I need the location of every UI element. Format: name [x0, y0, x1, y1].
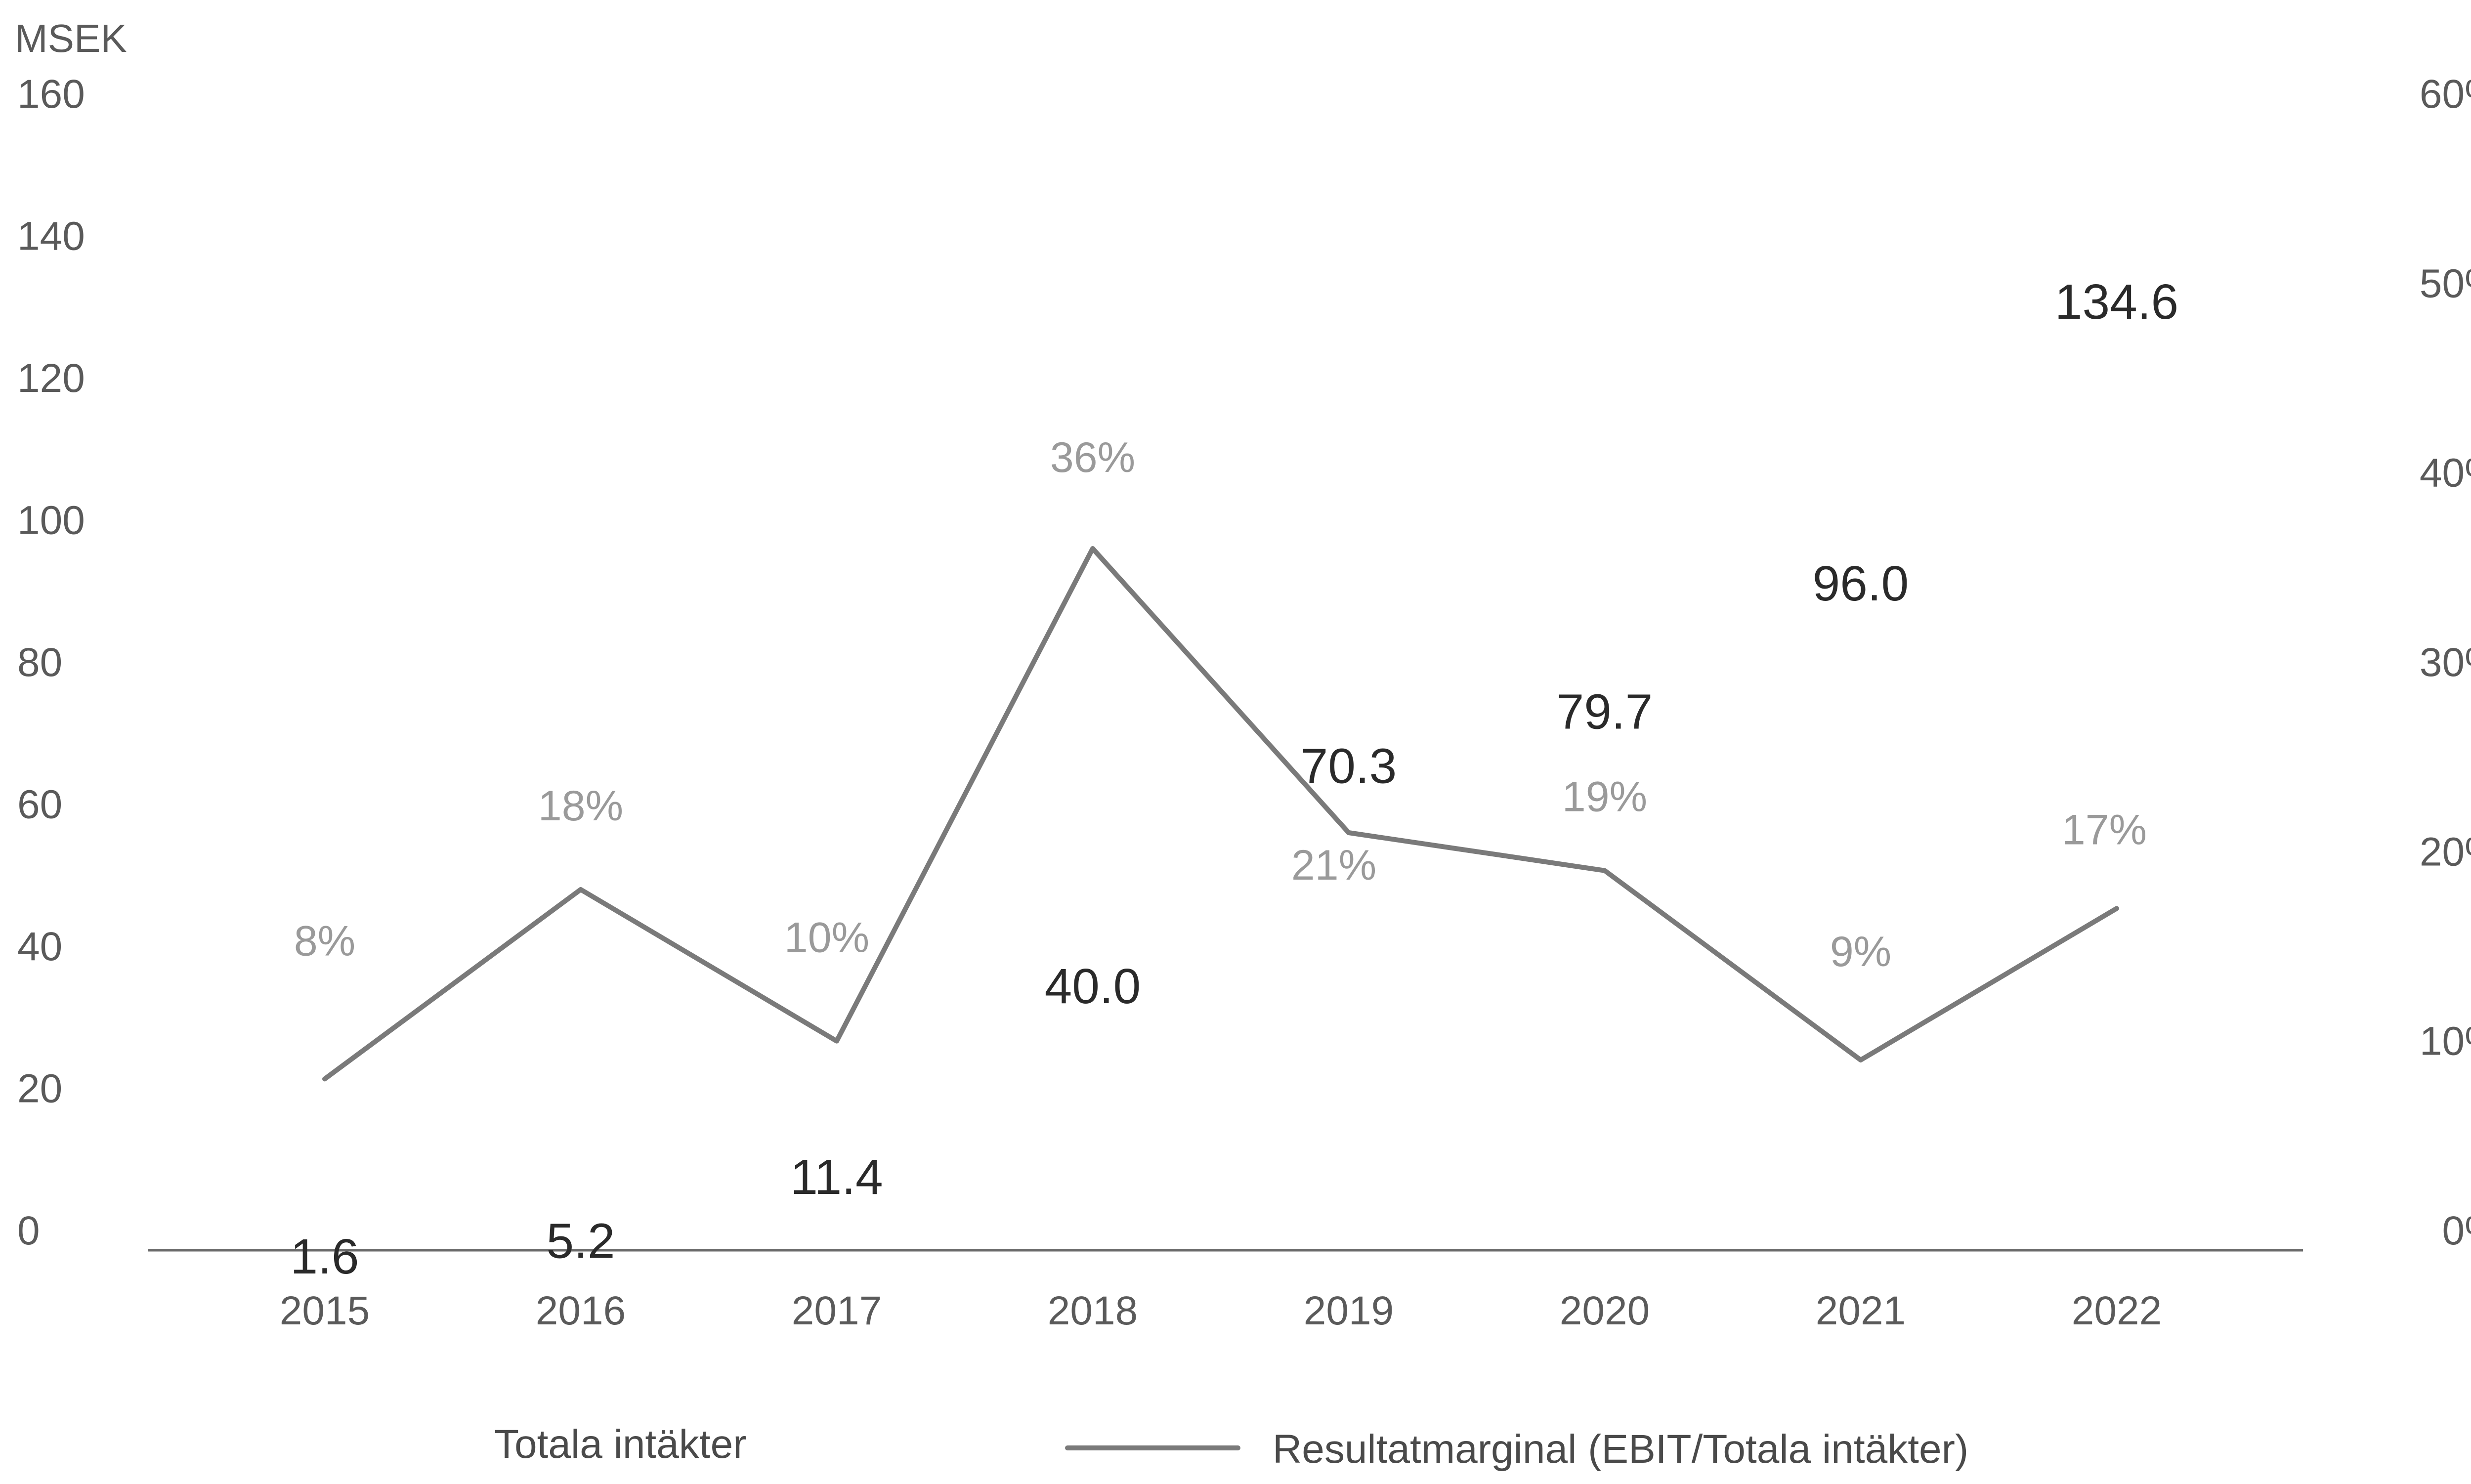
x-tick-label: 2019 [1304, 1288, 1394, 1333]
x-tick-label: 2018 [1048, 1288, 1138, 1333]
x-tick-label: 2017 [792, 1288, 882, 1333]
y-axis-label-left: MSEK [15, 16, 127, 60]
revenue-label: 40.0 [1045, 959, 1141, 1014]
right-axis-ticks: 0% 10% 20% 30% 40% 50% 60% [2420, 72, 2471, 1253]
margin-label: 19% [1562, 773, 1647, 821]
revenue-labels: 1.6 5.2 11.4 40.0 70.3 79.7 96.0 134.6 [290, 274, 2178, 1284]
right-tick-label: 10% [2420, 1019, 2471, 1064]
legend: Totala intäkter Resultatmarginal (EBIT/T… [494, 1422, 1968, 1472]
x-tick-label: 2020 [1560, 1288, 1650, 1333]
right-tick-label: 50% [2420, 261, 2471, 306]
left-tick-label: 0 [17, 1208, 40, 1253]
left-tick-label: 60 [17, 782, 62, 827]
legend-revenue-label: Totala intäkter [494, 1422, 747, 1467]
margin-label: 36% [1050, 434, 1135, 481]
x-axis-ticks: 2015 2016 2017 2018 2019 2020 2021 2022 [280, 1288, 2162, 1333]
left-tick-label: 80 [17, 640, 62, 685]
revenue-label: 11.4 [790, 1149, 883, 1205]
legend-margin-label: Resultatmarginal (EBIT/Totala intäkter) [1273, 1427, 1968, 1472]
revenue-label: 134.6 [2055, 274, 2178, 330]
left-tick-label: 20 [17, 1066, 62, 1111]
revenue-label: 79.7 [1557, 684, 1653, 739]
left-tick-label: 40 [17, 924, 62, 969]
right-tick-label: 30% [2420, 640, 2471, 685]
margin-line-series [322, 546, 2119, 1082]
revenue-label: 96.0 [1813, 556, 1909, 611]
right-tick-label: 60% [2420, 72, 2471, 117]
margin-label: 9% [1830, 928, 1891, 975]
right-tick-label: 40% [2420, 451, 2471, 496]
margin-label: 8% [294, 917, 355, 965]
margin-label: 18% [538, 782, 623, 830]
right-tick-label: 20% [2420, 829, 2471, 874]
revenue-label: 5.2 [546, 1213, 615, 1269]
left-tick-label: 120 [17, 356, 85, 401]
margin-label: 10% [784, 914, 869, 962]
margin-label: 17% [2062, 806, 2147, 853]
revenue-label: 1.6 [290, 1229, 359, 1284]
right-tick-label: 0% [2442, 1208, 2471, 1253]
margin-label: 21% [1291, 842, 1376, 889]
x-tick-label: 2022 [2072, 1288, 2162, 1333]
left-axis-ticks: 0 20 40 60 80 100 120 140 160 [17, 72, 85, 1253]
left-tick-label: 100 [17, 498, 85, 543]
x-tick-label: 2015 [280, 1288, 370, 1333]
left-tick-label: 140 [17, 214, 85, 259]
margin-line [322, 546, 2119, 1082]
left-tick-label: 160 [17, 72, 85, 117]
x-tick-label: 2021 [1816, 1288, 1906, 1333]
margin-labels: 8% 18% 10% 36% 21% 19% 9% 17% [294, 434, 2147, 975]
revenue-label: 70.3 [1301, 738, 1397, 794]
x-tick-label: 2016 [536, 1288, 626, 1333]
